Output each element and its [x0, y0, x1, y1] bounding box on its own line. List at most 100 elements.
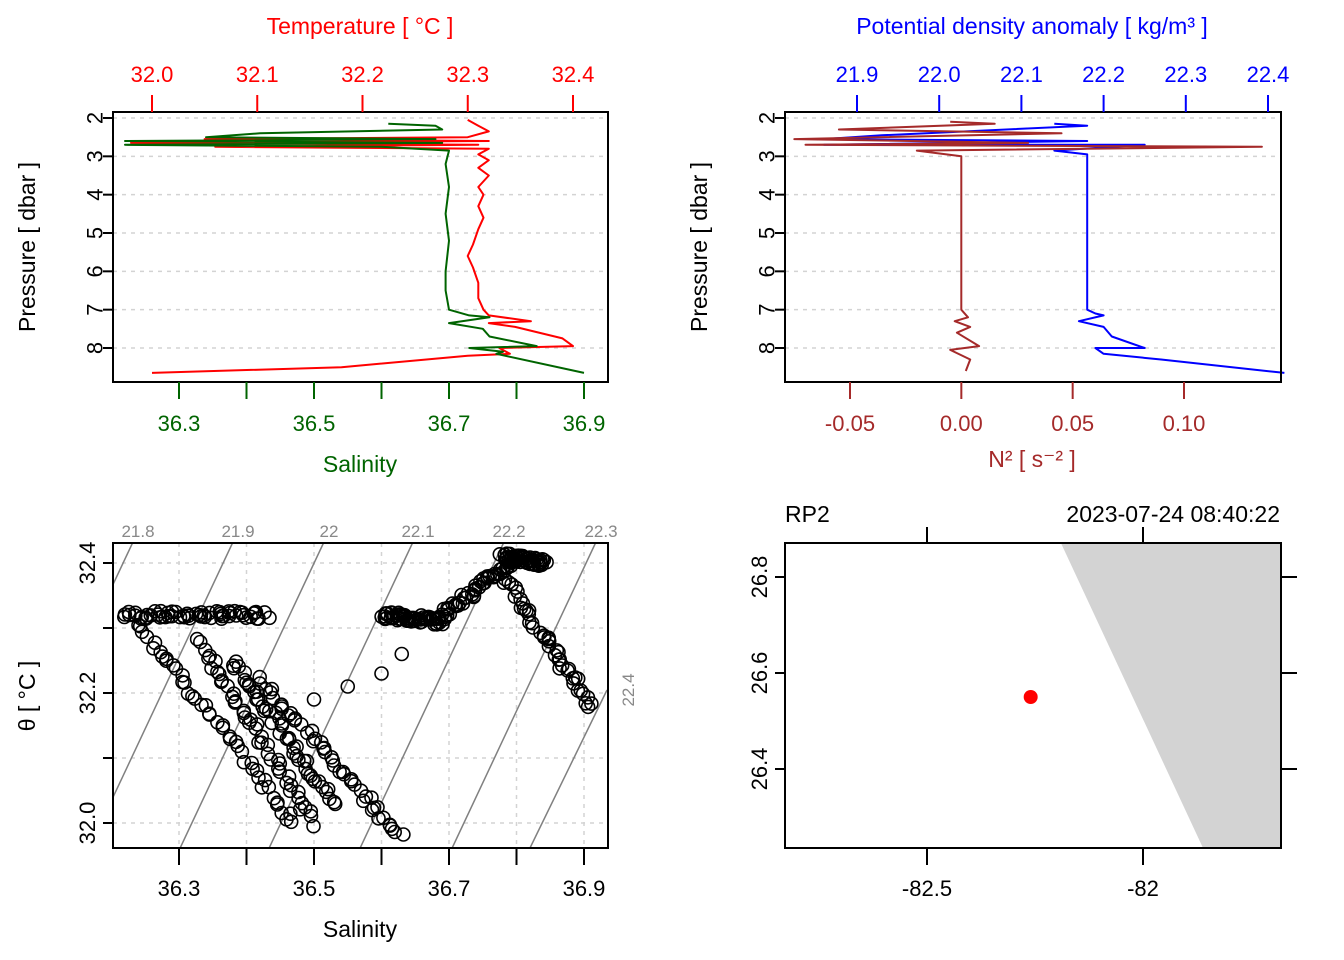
station-marker — [1023, 690, 1038, 704]
ts-point — [480, 571, 495, 586]
isopycnal-line — [529, 689, 608, 848]
ts-point — [340, 679, 356, 694]
pressure-axis-2: 2 3 4 5 6 7 8 — [755, 112, 785, 354]
land-area — [1060, 543, 1281, 848]
ts-point — [249, 763, 265, 778]
ts-point — [234, 744, 250, 760]
n2-tick-label: -0.05 — [825, 411, 875, 436]
ts-point — [305, 733, 321, 749]
profile-density-grid — [785, 117, 1281, 349]
density-axis-title: Potential density anomaly [ kg/m³ ] — [856, 13, 1208, 39]
salinity-tick-label: 36.5 — [293, 876, 336, 901]
pressure-tick-label: 6 — [755, 265, 780, 277]
ts-point — [492, 566, 508, 582]
latitude-tick-label: 26.4 — [747, 748, 772, 791]
ts-salinity-axis: 36.3 36.5 36.7 36.9 — [158, 848, 605, 901]
isopycnal-label: 22.4 — [619, 673, 638, 706]
ts-point — [131, 617, 146, 633]
ts-point — [254, 735, 269, 751]
ts-point — [197, 609, 213, 625]
ts-frame — [112, 542, 609, 849]
ts-point — [215, 720, 231, 736]
isopycnal-line — [113, 543, 234, 800]
n2-axis: -0.05 0.00 0.05 0.10 — [825, 382, 1205, 436]
isopycnal-labels: 21.8 21.9 22 22.1 22.2 22.3 22.4 — [121, 522, 638, 707]
ts-point — [264, 715, 280, 731]
ts-points — [117, 546, 599, 842]
density-axis-title-text: Potential density anomaly [ kg/m³ ] — [856, 13, 1208, 39]
temperature-tick-label: 32.4 — [552, 62, 595, 87]
pressure-tick-label: 5 — [83, 227, 108, 239]
ts-point — [132, 618, 148, 634]
ts-point — [257, 605, 272, 620]
ts-point — [269, 797, 285, 812]
ts-point — [168, 604, 183, 620]
isopycnal-label: 21.9 — [221, 522, 254, 541]
profile-ts-grid — [113, 117, 608, 349]
ts-point — [274, 718, 290, 733]
ts-point — [263, 752, 279, 767]
density-tick-label: 22.3 — [1164, 62, 1207, 87]
temperature-tick-label: 32.2 — [341, 62, 384, 87]
pressure-tick-label: 8 — [755, 342, 780, 354]
isopycnal-label: 21.8 — [121, 522, 154, 541]
salinity-axis-title: Salinity — [323, 451, 398, 477]
temperature-tick-label: 32.0 — [131, 62, 174, 87]
ts-point — [384, 821, 400, 837]
ts-point — [134, 624, 150, 640]
ts-salinity-axis-title: Salinity — [323, 916, 398, 942]
ts-point — [355, 793, 371, 809]
longitude-tick-label: -82 — [1127, 876, 1159, 901]
ts-point — [254, 780, 270, 795]
ts-point — [252, 669, 268, 685]
ts-point — [371, 811, 386, 826]
ts-point — [547, 647, 563, 663]
ts-point — [260, 737, 276, 753]
ts-point — [466, 588, 482, 604]
ts-point — [578, 695, 594, 711]
salinity-tick-label: 36.3 — [158, 411, 201, 436]
land-polygon — [1060, 543, 1281, 848]
pressure-tick-label: 5 — [755, 227, 780, 239]
ts-point — [281, 769, 297, 784]
ts-point — [304, 723, 320, 739]
ts-point — [177, 675, 192, 690]
ts-point — [198, 697, 214, 713]
ts-point — [513, 591, 528, 607]
ts-point — [175, 668, 190, 683]
pressure-tick-label: 8 — [83, 342, 108, 354]
ts-point — [251, 770, 266, 785]
ts-point — [580, 699, 596, 715]
ts-point — [533, 556, 548, 571]
ts-point — [256, 703, 272, 719]
ts-point — [327, 796, 343, 812]
pressure-tick-label: 7 — [83, 304, 108, 316]
ts-point — [521, 606, 537, 622]
n2-line — [793, 120, 1263, 372]
theta-axis-title: θ [ °C ] — [14, 661, 40, 732]
pressure-tick-label: 4 — [83, 189, 108, 201]
ts-point — [541, 633, 557, 649]
ts-diagram-panel: 21.8 21.9 22 22.1 22.2 22.322.4 32.032.232.4 … — [14, 522, 638, 942]
ts-point — [525, 620, 541, 635]
ts-point — [143, 608, 159, 623]
profile-density-panel: Potential density anomaly [ kg/m³ ] 2 3 4 5… — [686, 13, 1289, 472]
pressure-axis: 2 3 4 5 6 7 8 — [83, 112, 113, 354]
station-marker-layer — [1023, 690, 1038, 704]
profile-ts-lines — [124, 119, 585, 374]
n2-tick-label: 0.05 — [1051, 411, 1094, 436]
density-line — [823, 122, 1285, 374]
pressure-tick-label: 7 — [755, 304, 780, 316]
ts-point — [166, 658, 181, 673]
ts-point — [213, 606, 228, 622]
n2-tick-label: 0.00 — [940, 411, 983, 436]
ts-point — [189, 631, 205, 647]
isopycnal-label: 22 — [320, 522, 339, 541]
ts-point — [262, 610, 277, 626]
ts-point — [294, 795, 310, 811]
salinity-tick-label: 36.7 — [428, 411, 471, 436]
density-tick-label: 22.0 — [918, 62, 961, 87]
station-map-panel: RP2 2023-07-24 08:40:22 -82.5 -82 26.4 26.6… — [747, 501, 1297, 901]
